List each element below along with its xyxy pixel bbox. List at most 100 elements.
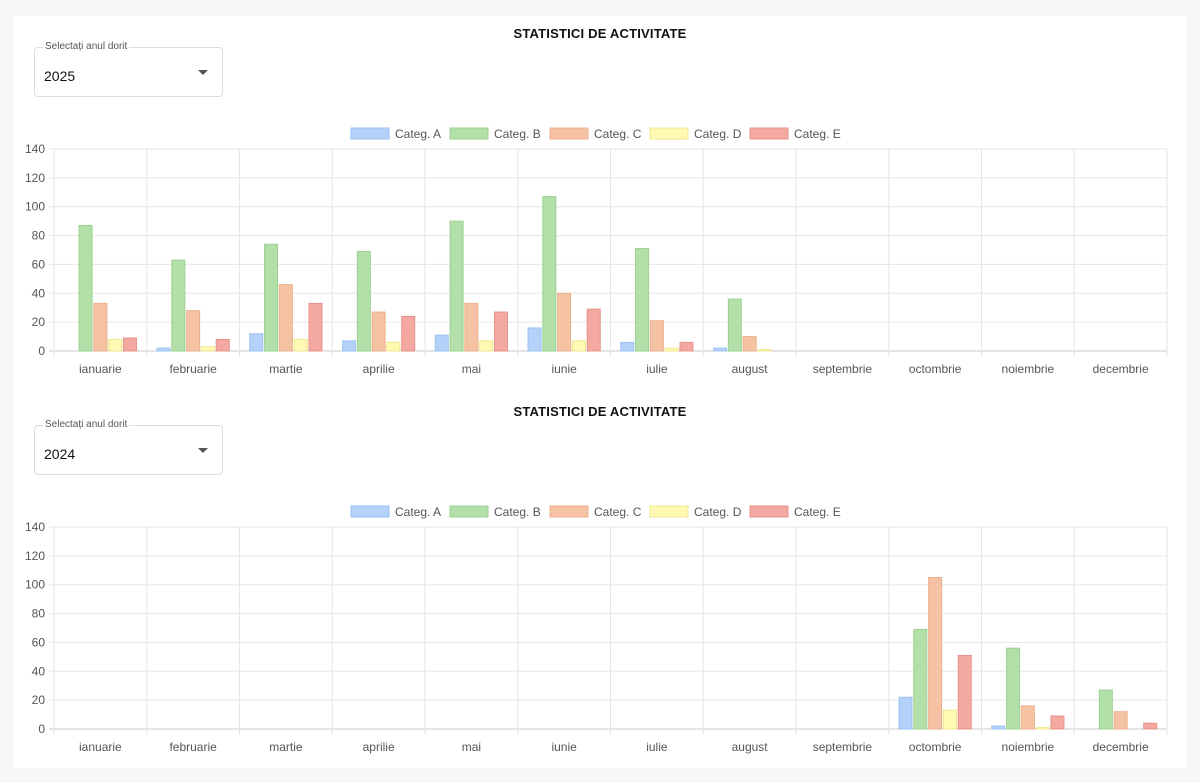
legend-item: Categ. C	[549, 127, 642, 141]
y-tick-label: 40	[32, 664, 46, 678]
bar	[479, 340, 494, 352]
x-tick-label: aprilie	[363, 740, 395, 754]
bar	[356, 250, 371, 352]
bar	[928, 577, 943, 730]
x-tick-label: ianuarie	[79, 740, 122, 754]
x-tick-label: iulie	[646, 362, 668, 376]
bar	[727, 298, 742, 352]
year-select-label: Selectați anul dorit	[43, 41, 130, 52]
caret-down-icon	[198, 448, 208, 453]
y-tick-label: 80	[32, 607, 46, 621]
x-tick-label: august	[732, 362, 769, 376]
x-tick-label: septembrie	[813, 740, 873, 754]
bar	[249, 333, 264, 352]
bar	[679, 341, 694, 352]
legend-label: Categ. B	[494, 505, 541, 519]
bar	[108, 338, 123, 352]
bar	[156, 347, 171, 352]
y-tick-label: 80	[32, 229, 46, 243]
bar	[171, 259, 186, 352]
bar	[620, 341, 635, 352]
bar	[557, 292, 572, 352]
year-select[interactable]: Selectați anul dorit 2025	[34, 41, 223, 97]
y-tick-label: 0	[38, 722, 45, 736]
legend-item: Categ. D	[649, 505, 742, 519]
legend-label: Categ. E	[794, 505, 841, 519]
x-tick-label: martie	[269, 740, 303, 754]
statistics-section-1: STATISTICI DE ACTIVITATE Selectați anul …	[14, 16, 1186, 394]
bar-chart: Categ. A Categ. B Categ. C Categ. D Categ. E…	[25, 127, 1168, 376]
bar	[122, 337, 137, 352]
legend-swatch	[449, 127, 489, 140]
x-tick-label: aprilie	[363, 362, 395, 376]
bar	[942, 709, 957, 730]
legend-swatch	[749, 127, 789, 140]
bar	[401, 315, 416, 352]
x-tick-label: martie	[269, 362, 303, 376]
bar	[649, 320, 664, 352]
legend-label: Categ. D	[694, 127, 742, 141]
bar	[434, 334, 449, 352]
x-tick-label: februarie	[169, 740, 217, 754]
x-tick-label: octombrie	[909, 362, 962, 376]
legend-swatch	[350, 127, 390, 140]
legend-swatch	[649, 505, 689, 518]
bar	[527, 327, 542, 352]
year-select[interactable]: Selectați anul dorit 2024	[34, 419, 223, 475]
y-tick-label: 60	[32, 635, 46, 649]
bar	[586, 308, 601, 352]
bar	[1098, 689, 1113, 730]
legend-label: Categ. A	[395, 127, 441, 141]
y-tick-label: 120	[25, 549, 45, 563]
legend-swatch	[749, 505, 789, 518]
bar	[215, 338, 230, 352]
x-tick-label: iulie	[646, 740, 668, 754]
x-tick-label: mai	[462, 740, 481, 754]
bar	[664, 347, 679, 352]
statistics-page: STATISTICI DE ACTIVITATE Selectați anul …	[14, 16, 1186, 768]
legend-item: Categ. C	[549, 505, 642, 519]
statistics-section-2: STATISTICI DE ACTIVITATE Selectați anul …	[14, 394, 1186, 772]
y-tick-label: 60	[32, 257, 46, 271]
legend-label: Categ. D	[694, 505, 742, 519]
legend-label: Categ. C	[594, 127, 642, 141]
bar	[898, 696, 913, 730]
y-tick-label: 100	[25, 200, 45, 214]
x-tick-label: iunie	[551, 362, 577, 376]
bar-chart: Categ. A Categ. B Categ. C Categ. D Categ. E…	[25, 505, 1168, 754]
legend-item: Categ. B	[449, 127, 541, 141]
bar	[78, 224, 93, 352]
bar	[293, 338, 308, 352]
bar	[493, 311, 508, 352]
x-tick-label: ianuarie	[79, 362, 122, 376]
x-tick-label: august	[732, 740, 769, 754]
section-title: STATISTICI DE ACTIVITATE	[513, 404, 687, 419]
legend-swatch	[350, 505, 390, 518]
bar	[957, 654, 972, 730]
y-tick-label: 140	[25, 142, 45, 156]
x-tick-label: noiembrie	[1002, 362, 1055, 376]
legend-swatch	[549, 127, 589, 140]
x-tick-label: iunie	[551, 740, 577, 754]
bar	[635, 248, 650, 352]
x-tick-label: decembrie	[1093, 362, 1149, 376]
y-tick-label: 20	[32, 315, 46, 329]
bar	[571, 340, 586, 352]
y-tick-label: 120	[25, 171, 45, 185]
legend-swatch	[449, 505, 489, 518]
y-tick-label: 0	[38, 344, 45, 358]
y-tick-label: 100	[25, 578, 45, 592]
legend-swatch	[649, 127, 689, 140]
bar	[542, 196, 557, 352]
bar	[1020, 705, 1035, 730]
bar	[1050, 715, 1065, 730]
legend-item: Categ. B	[449, 505, 541, 519]
x-tick-label: februarie	[169, 362, 217, 376]
bar	[186, 310, 201, 352]
legend-item: Categ. A	[350, 505, 441, 519]
bar	[991, 725, 1006, 730]
caret-down-icon	[198, 70, 208, 75]
year-select-value: 2024	[44, 446, 76, 462]
x-tick-label: decembrie	[1093, 740, 1149, 754]
bar	[371, 311, 386, 352]
